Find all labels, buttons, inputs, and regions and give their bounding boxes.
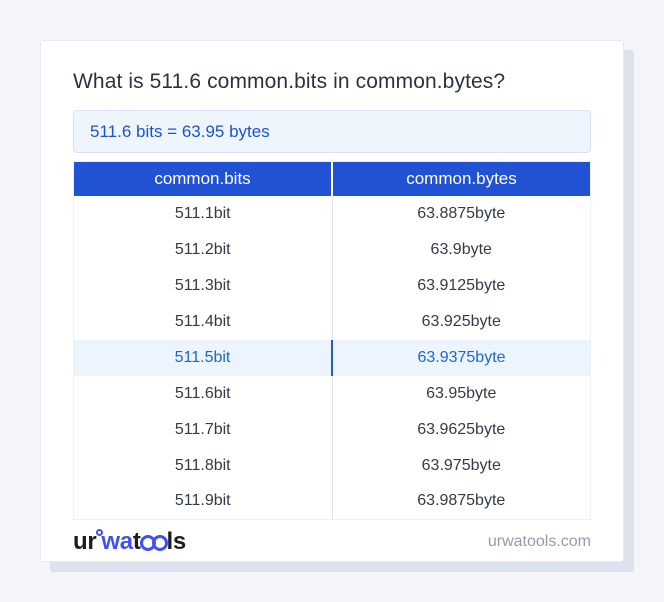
bits-cell[interactable]: 511.7bit	[174, 420, 231, 438]
conversion-card: What is 511.6 common.bits in common.byte…	[40, 40, 624, 562]
answer-text: 511.6 bits = 63.95 bytes	[90, 121, 270, 141]
bytes-cell[interactable]: 63.95byte	[331, 375, 591, 412]
logo-text-ur: ur	[73, 528, 97, 555]
table-row[interactable]: 511.7bit 63.9625byte	[74, 411, 591, 448]
bytes-cell[interactable]: 63.9125byte	[331, 267, 591, 304]
site-domain-link[interactable]: urwatools.com	[487, 533, 591, 550]
bits-cell[interactable]: 511.3bit	[174, 276, 231, 294]
table-row[interactable]: 511.6bit 63.95byte	[74, 375, 591, 412]
logo-double-ring-icon	[139, 535, 168, 551]
table-row[interactable]: 511.9bit 63.9875byte	[74, 483, 591, 520]
bits-cell[interactable]: 511.9bit	[174, 492, 231, 510]
bytes-cell[interactable]: 63.9byte	[331, 231, 591, 268]
column-header-bytes: common.bytes	[331, 161, 591, 196]
table-row[interactable]: 511.5bit 63.9375byte	[73, 339, 591, 376]
bytes-cell[interactable]: 63.9875byte	[331, 483, 591, 520]
bits-cell[interactable]: 511.5bit	[174, 348, 231, 366]
card-footer: ur wa t ls urwatools.com	[73, 520, 591, 560]
bits-cell[interactable]: 511.8bit	[174, 456, 231, 474]
conversion-table-header: common.bits common.bytes	[73, 161, 591, 196]
conversion-table-body: 511.1bit 63.8875byte 511.2bit 63.9byte 5…	[73, 195, 591, 520]
page-title: What is 511.6 common.bits in common.byte…	[73, 70, 506, 93]
bytes-cell[interactable]: 63.9625byte	[331, 411, 591, 448]
column-header-bits: common.bits	[73, 161, 332, 196]
bits-cell[interactable]: 511.6bit	[174, 384, 231, 402]
table-row[interactable]: 511.4bit 63.925byte	[74, 303, 591, 340]
logo-text-ls: ls	[166, 528, 187, 555]
table-row[interactable]: 511.3bit 63.9125byte	[74, 267, 591, 304]
bits-cell[interactable]: 511.1bit	[174, 204, 231, 222]
bytes-cell[interactable]: 63.9375byte	[331, 339, 591, 376]
brand-logo[interactable]: ur wa t ls	[73, 528, 186, 556]
logo-text-wa: wa	[101, 528, 133, 555]
bytes-cell[interactable]: 63.975byte	[331, 447, 591, 484]
table-row[interactable]: 511.1bit 63.8875byte	[74, 195, 591, 232]
table-row[interactable]: 511.2bit 63.9byte	[74, 231, 591, 268]
bits-cell[interactable]: 511.4bit	[174, 312, 231, 330]
conversion-table: common.bits common.bytes 511.1bit 63.887…	[73, 161, 591, 520]
logo-degree-ring-icon	[96, 529, 104, 536]
table-row[interactable]: 511.8bit 63.975byte	[74, 447, 591, 484]
logo-text-t: t	[132, 528, 141, 555]
bits-cell[interactable]: 511.2bit	[174, 240, 231, 258]
answer-callout: 511.6 bits = 63.95 bytes	[73, 110, 591, 153]
bytes-cell[interactable]: 63.925byte	[331, 303, 591, 340]
bytes-cell[interactable]: 63.8875byte	[331, 195, 591, 232]
